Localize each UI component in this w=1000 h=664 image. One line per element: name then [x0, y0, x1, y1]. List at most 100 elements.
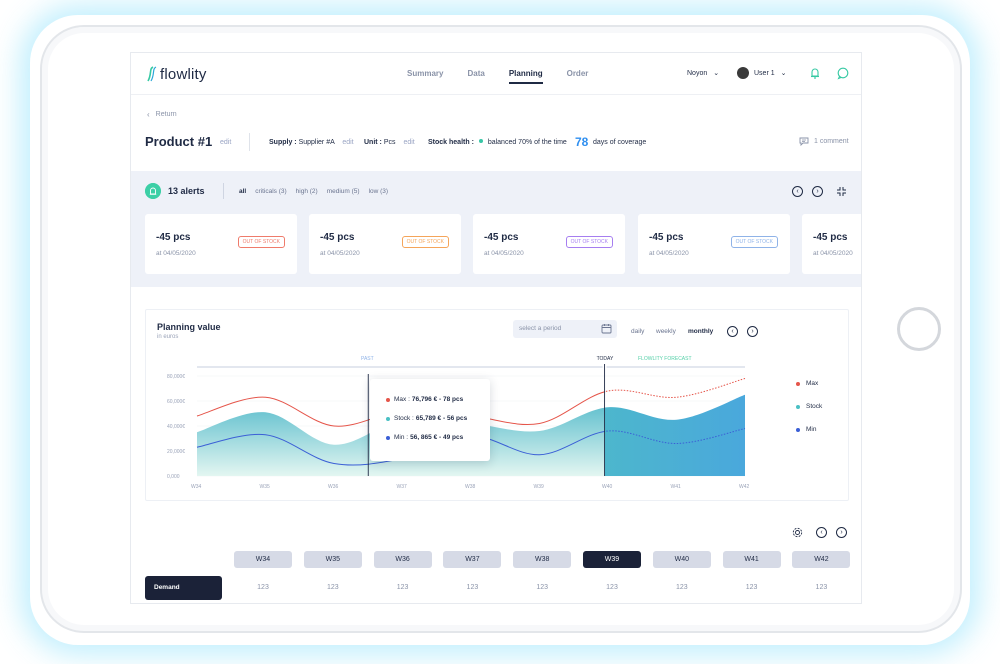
- user-menu[interactable]: User 1 ⌄: [737, 67, 787, 79]
- weeks-prev-icon[interactable]: ‹: [816, 527, 827, 538]
- divider: [223, 183, 224, 199]
- chart-next-icon[interactable]: ›: [747, 326, 758, 337]
- tooltip-dot: [386, 416, 390, 421]
- legend-dot: [796, 381, 800, 386]
- granularity-daily[interactable]: daily: [631, 328, 645, 335]
- tooltip-value: 65,789 € - 56 pcs: [415, 415, 468, 422]
- y-tick-label: 40,000€: [167, 424, 185, 430]
- alert-date: at 04/05/2020: [484, 250, 524, 257]
- legend-max: Max: [796, 380, 818, 387]
- alert-card[interactable]: -45 pcs at 04/05/2020 OUT OF STOCK: [638, 214, 790, 274]
- x-tick-label: W40: [602, 484, 613, 490]
- demand-cell[interactable]: 123: [606, 584, 618, 591]
- site-selector[interactable]: Noyon ⌄: [687, 69, 720, 78]
- demand-cell[interactable]: 123: [745, 584, 758, 591]
- planning-chart: 0,000 20,000€ 40,000€ 60,000€ 80,000€ W34 W35 W…: [167, 356, 750, 490]
- top-navigation-bar: flowlity Summary Data Planning Order Noy…: [131, 53, 861, 95]
- demand-cell[interactable]: 123: [396, 584, 409, 591]
- alert-quantity: -45 pcs: [484, 232, 519, 243]
- avatar: [737, 67, 749, 79]
- legend-min: Min: [796, 426, 816, 433]
- edit-product-link[interactable]: edit: [220, 139, 232, 146]
- alert-card[interactable]: -45 pcs at 04/05/2020 OUT OF STOCK: [145, 214, 297, 274]
- week-column-w38[interactable]: W38: [513, 551, 572, 568]
- filter-high[interactable]: high (2): [295, 188, 318, 195]
- stock-health-label: Stock health :: [428, 139, 474, 146]
- health-status-dot: [478, 139, 483, 143]
- tooltip-dot: [386, 397, 390, 402]
- alert-card[interactable]: -45 pcs at 04/05/2020 OUT OF STOCK: [473, 214, 625, 274]
- demand-cell[interactable]: 123: [326, 584, 339, 591]
- week-column-w39[interactable]: W39: [583, 551, 641, 568]
- past-zone-label: PAST: [361, 356, 374, 362]
- chart-prev-icon[interactable]: ‹: [727, 326, 738, 337]
- chevron-down-icon: ⌄: [713, 70, 720, 77]
- week-column-w40[interactable]: W40: [652, 551, 711, 568]
- settings-gear-icon[interactable]: [792, 527, 803, 538]
- week-column-w34[interactable]: W34: [234, 551, 292, 568]
- demand-cell[interactable]: 123: [466, 584, 479, 591]
- tooltip-label: Min :: [394, 434, 409, 441]
- tooltip-min-row: Min : 56, 865 € - 49 pcs: [386, 434, 463, 441]
- filter-medium[interactable]: medium (5): [326, 188, 360, 195]
- period-selector[interactable]: select a period: [513, 320, 617, 338]
- logo-text: flowlity: [160, 65, 207, 83]
- nav-order[interactable]: Order: [566, 69, 589, 78]
- tooltip-max-row: Max : 76,796 € - 78 pcs: [386, 396, 463, 403]
- comments-link[interactable]: 1 comment: [799, 137, 849, 146]
- coverage-days-label: days of coverage: [593, 139, 647, 146]
- nav-summary[interactable]: Summary: [407, 69, 444, 78]
- alert-card[interactable]: -45 pcs at 04/05/2020 OUT OF STOCK: [309, 214, 461, 274]
- tooltip-dot: [386, 435, 390, 440]
- alert-quantity: -45 pcs: [156, 232, 191, 243]
- alert-card[interactable]: -45 pcs at 04/05/2020: [802, 214, 861, 274]
- legend-dot: [796, 427, 800, 432]
- unit-value: Pcs: [383, 139, 396, 146]
- return-link[interactable]: ‹ Return: [147, 110, 177, 119]
- nav-planning[interactable]: Planning: [508, 69, 543, 84]
- week-column-w41[interactable]: W41: [722, 551, 781, 568]
- prev-arrow-icon[interactable]: ‹: [792, 186, 803, 197]
- logo[interactable]: flowlity: [145, 65, 207, 83]
- bell-icon[interactable]: [808, 66, 822, 80]
- comments-count: 1 comment: [814, 138, 849, 145]
- demand-cell[interactable]: 123: [815, 584, 828, 591]
- granularity-monthly[interactable]: monthly: [688, 328, 714, 335]
- x-tick-label: W34: [191, 484, 202, 490]
- week-column-w42[interactable]: W42: [792, 551, 851, 568]
- nav-data[interactable]: Data: [467, 69, 485, 78]
- filter-critical[interactable]: criticals (3): [255, 188, 287, 195]
- next-arrow-icon[interactable]: ›: [812, 186, 823, 197]
- chart-title: Planning value: [157, 322, 221, 332]
- return-label: Return: [155, 111, 177, 118]
- product-title: Product #1: [145, 134, 213, 149]
- series-line-min-forecast: [604, 428, 746, 445]
- home-button[interactable]: [897, 307, 941, 351]
- edit-unit-link[interactable]: edit: [403, 139, 415, 146]
- week-column-w35[interactable]: W35: [303, 551, 362, 568]
- planning-value-panel: Planning value in euros select a period …: [145, 309, 849, 501]
- x-tick-label: W36: [328, 484, 339, 490]
- chat-icon[interactable]: [836, 66, 850, 80]
- demand-cell[interactable]: 123: [675, 584, 688, 591]
- alerts-count-title: 13 alerts: [168, 186, 205, 196]
- tooltip-stock-row: Stock : 65,789 € - 56 pcs: [386, 415, 467, 422]
- edit-supply-link[interactable]: edit: [342, 139, 354, 146]
- y-tick-label: 60,000€: [167, 399, 185, 405]
- week-column-w37[interactable]: W37: [443, 551, 502, 568]
- granularity-weekly[interactable]: weekly: [656, 328, 676, 335]
- x-tick-label: W39: [534, 484, 545, 490]
- demand-cell[interactable]: 123: [257, 584, 269, 591]
- legend-label: Min: [806, 426, 817, 433]
- weeks-next-icon[interactable]: ›: [836, 527, 847, 538]
- demand-cell[interactable]: 123: [536, 584, 549, 591]
- week-column-w36[interactable]: W36: [373, 551, 432, 568]
- collapse-icon[interactable]: [836, 186, 847, 197]
- alerts-section: 13 alerts all criticals (3) high (2) med…: [131, 171, 861, 287]
- flowlity-logo-icon: [147, 66, 157, 82]
- main-nav: Summary Data Planning Order: [407, 69, 612, 84]
- stock-health-value: balanced 70% of the time: [487, 139, 567, 146]
- filter-low[interactable]: low (3): [368, 188, 389, 195]
- filter-all[interactable]: all: [239, 188, 247, 195]
- out-of-stock-badge: OUT OF STOCK: [730, 236, 778, 248]
